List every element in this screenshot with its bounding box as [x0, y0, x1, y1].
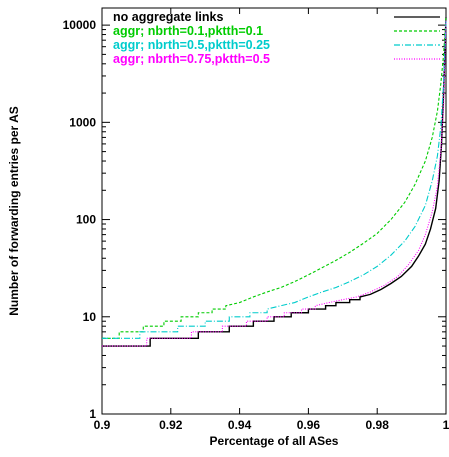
x-tick-label: 0.94 — [228, 418, 252, 432]
series-line — [102, 17, 447, 347]
y-tick-label: 1000 — [69, 115, 96, 129]
y-tick-label: 1 — [89, 407, 96, 421]
series-line — [102, 19, 447, 347]
legend-entry-label: aggr; nbrth=0.75,pktth=0.5 — [113, 52, 270, 66]
x-tick-label: 0.9 — [94, 418, 111, 432]
legend-entry-label: aggr; nbrth=0.5,pktth=0.25 — [113, 38, 270, 52]
y-tick-label: 100 — [76, 213, 96, 227]
x-tick-label: 0.98 — [366, 418, 390, 432]
y-axis-title: Number of forwarding entries per AS — [7, 106, 21, 316]
series-line — [102, 17, 447, 339]
x-axis-title: Percentage of all ASes — [210, 434, 339, 448]
legend-entry-label: aggr; nbrth=0.1,pktth=0.1 — [113, 24, 263, 38]
axis-ticks: 0.9 0.92 0.94 0.96 0.98 1 1 10 100 1000 10000 — [63, 8, 449, 432]
x-tick-label: 0.92 — [159, 418, 183, 432]
series-layer — [102, 17, 447, 347]
series-line — [102, 21, 447, 339]
y-tick-label: 10 — [83, 310, 97, 324]
plot-frame — [101, 7, 447, 415]
x-tick-label: 0.96 — [297, 418, 321, 432]
y-tick-label: 10000 — [63, 18, 97, 32]
legend-entry-label: no aggregate links — [113, 10, 223, 24]
x-tick-label: 1 — [443, 418, 449, 432]
